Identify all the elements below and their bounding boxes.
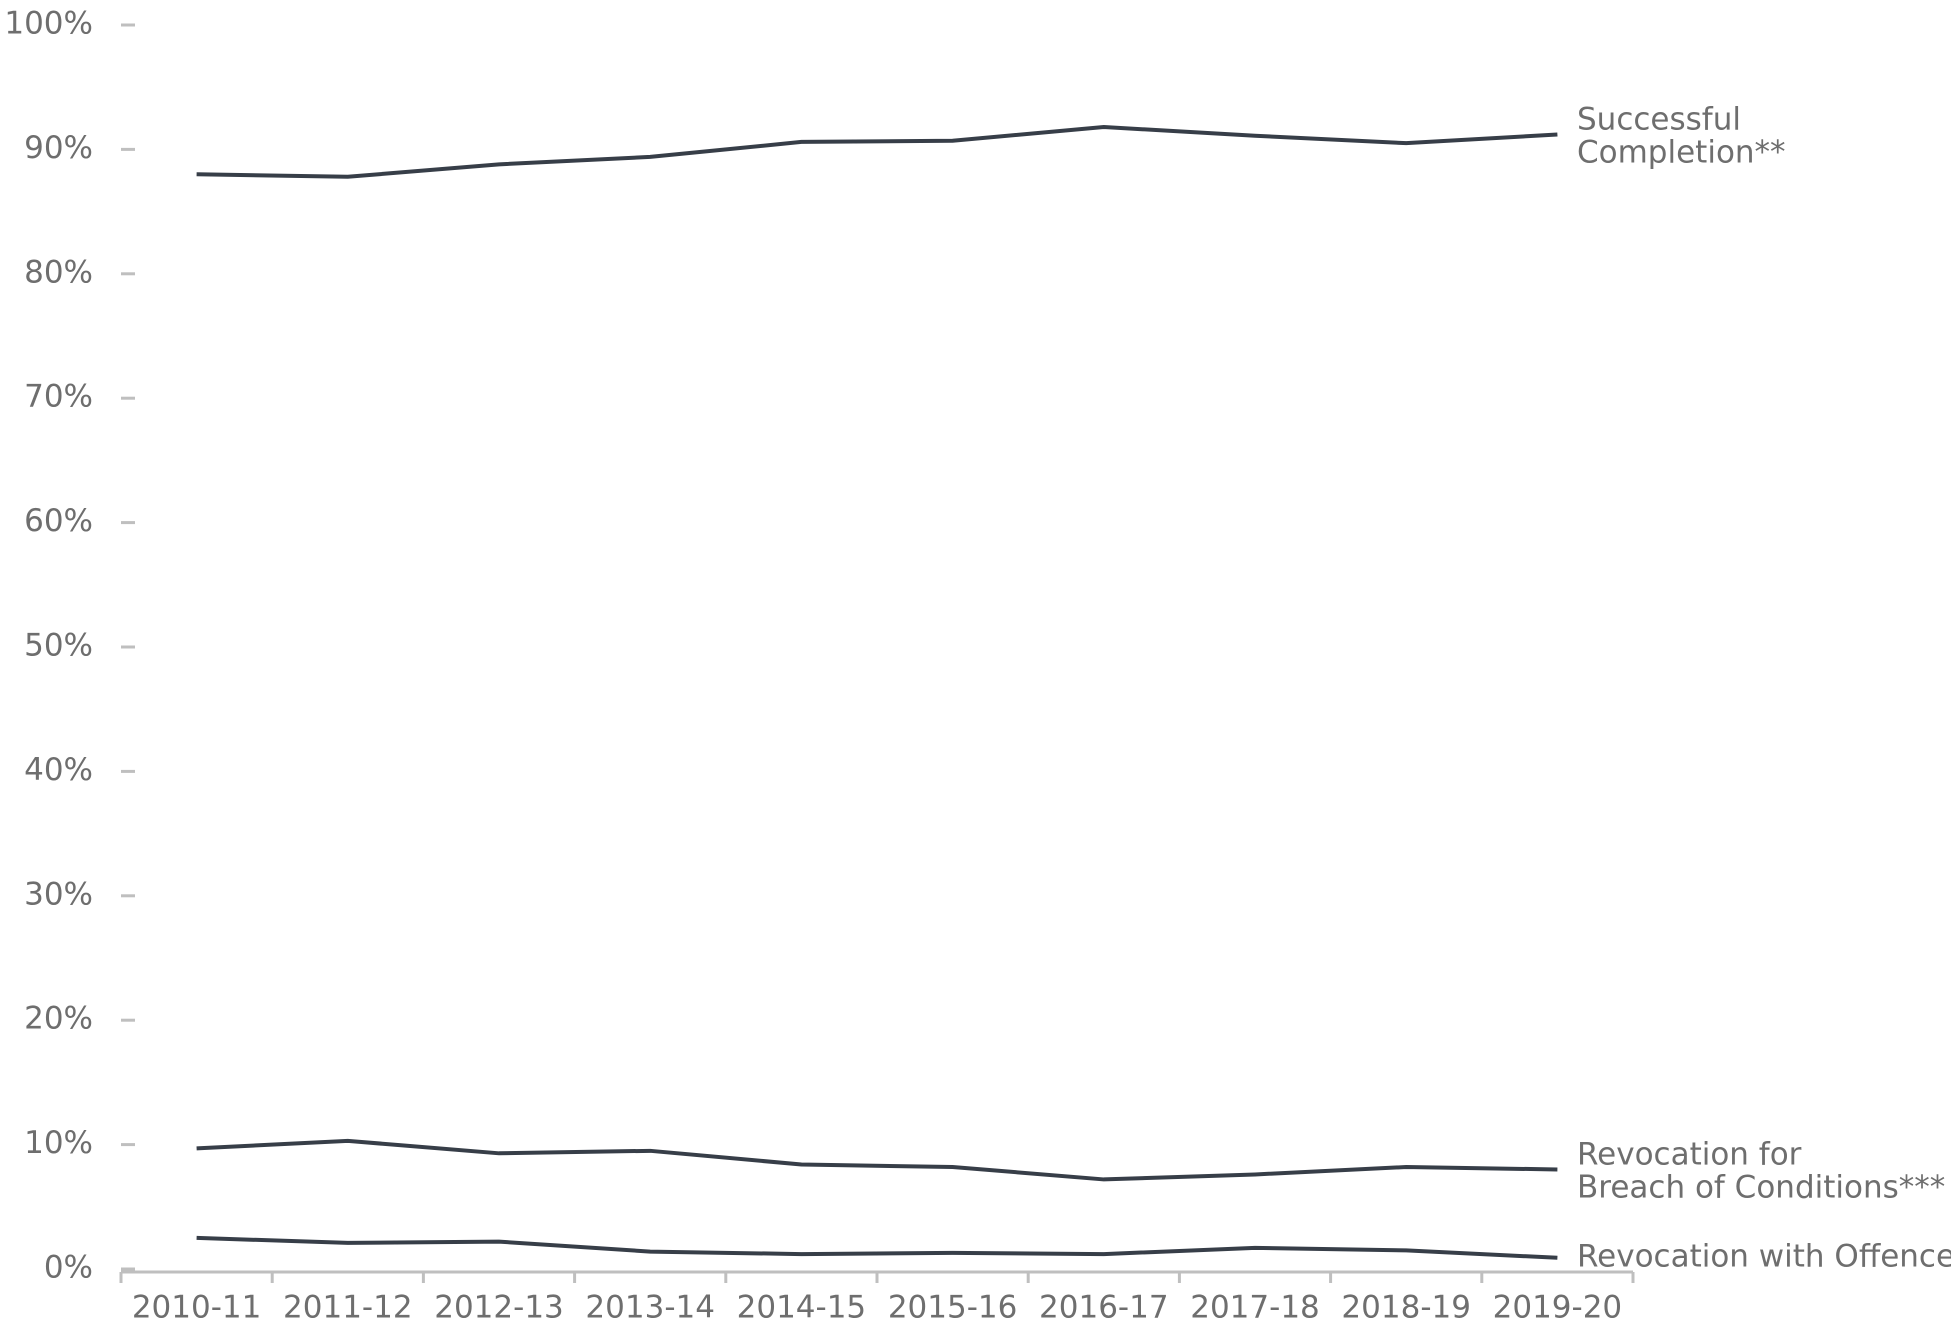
y-tick-label: 80%: [24, 254, 93, 290]
x-tick-label: 2010-11: [132, 1290, 262, 1326]
x-tick-label: 2019-20: [1493, 1290, 1623, 1326]
x-tick-label: 2011-12: [283, 1290, 413, 1326]
series-label: Revocation for Breach of Conditions***: [1577, 1136, 1945, 1205]
y-tick-label: 20%: [24, 1001, 93, 1037]
y-tick-label: 70%: [24, 379, 93, 415]
series-label: Successful Completion**: [1577, 101, 1786, 170]
x-tick-label: 2017-18: [1190, 1290, 1320, 1326]
line-series: [196, 125, 1558, 179]
y-tick-label: 0%: [44, 1250, 93, 1286]
x-tick-label: 2012-13: [434, 1290, 564, 1326]
x-tick-label: 2015-16: [888, 1290, 1018, 1326]
x-tick-label: 2014-15: [737, 1290, 867, 1326]
x-tick-label: 2016-17: [1039, 1290, 1169, 1326]
x-tick-label: 2018-19: [1341, 1290, 1471, 1326]
y-tick-label: 30%: [24, 876, 93, 912]
y-tick-label: 40%: [24, 752, 93, 788]
y-tick-label: 10%: [24, 1125, 93, 1161]
y-tick-label: 100%: [4, 6, 93, 42]
series-label: Revocation with Offence: [1577, 1238, 1951, 1274]
line-series: [196, 1235, 1558, 1260]
y-tick-label: 60%: [24, 503, 93, 539]
x-tick-label: 2013-14: [585, 1290, 715, 1326]
line-series: [196, 1138, 1558, 1182]
y-tick-label: 90%: [24, 130, 93, 166]
y-tick-label: 50%: [24, 628, 93, 664]
